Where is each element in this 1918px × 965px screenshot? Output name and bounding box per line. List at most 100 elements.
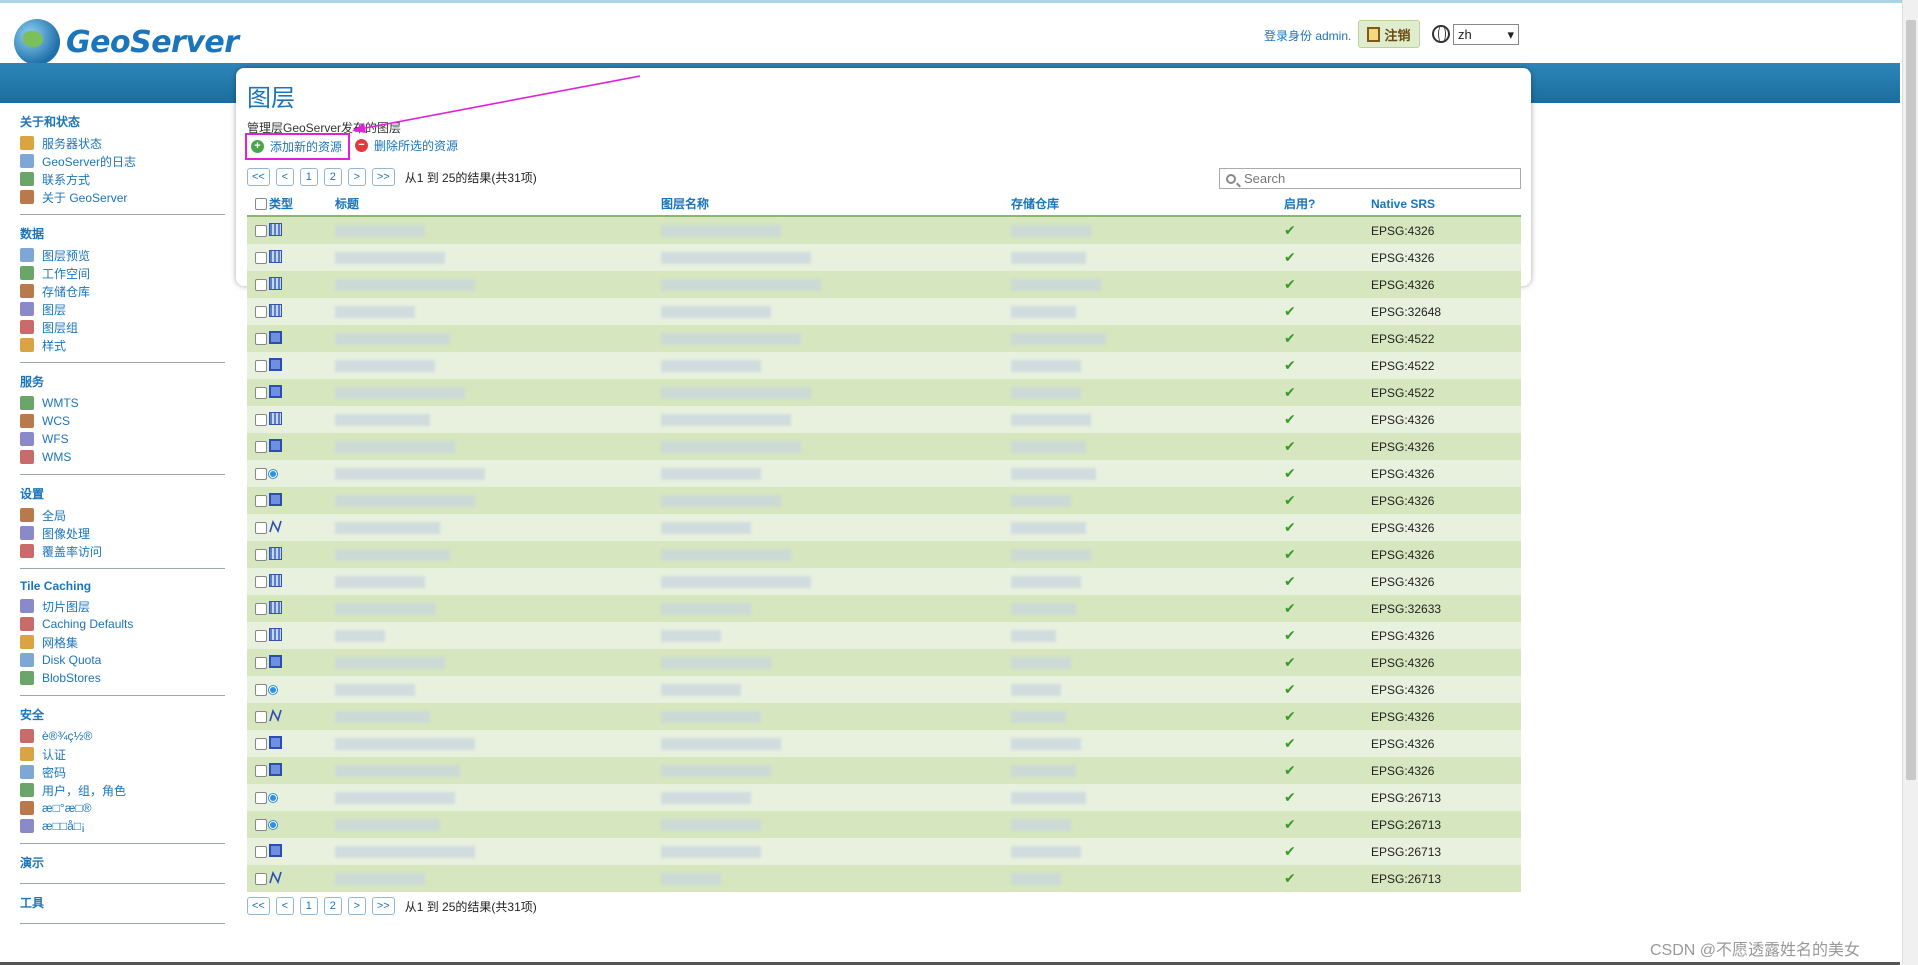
layer-title-redacted[interactable] xyxy=(335,359,435,372)
sidebar-item[interactable]: 联系方式 xyxy=(20,170,225,188)
pager-next-button[interactable]: > xyxy=(347,168,366,186)
layer-title-redacted[interactable] xyxy=(335,710,430,723)
layer-title-redacted[interactable] xyxy=(335,332,450,345)
store-link-redacted[interactable] xyxy=(1011,764,1076,777)
row-checkbox[interactable] xyxy=(255,872,267,885)
layer-title-redacted[interactable] xyxy=(335,602,435,615)
sidebar-item[interactable]: 认证 xyxy=(20,745,225,763)
sidebar-item[interactable]: 服务器状态 xyxy=(20,134,225,152)
scrollbar-thumb[interactable] xyxy=(1906,20,1916,780)
layer-name-link-redacted[interactable] xyxy=(661,764,771,777)
sidebar-item[interactable]: 关于 GeoServer xyxy=(20,188,225,206)
layer-title-redacted[interactable] xyxy=(335,548,450,561)
layer-name-link-redacted[interactable] xyxy=(661,818,761,831)
layer-title-redacted[interactable] xyxy=(335,278,475,291)
layer-name-link-redacted[interactable] xyxy=(661,683,741,696)
sidebar-item[interactable]: 样式 xyxy=(20,336,225,354)
store-link-redacted[interactable] xyxy=(1011,872,1061,885)
add-resource-button[interactable]: + 添加新的资源 xyxy=(245,133,350,160)
sidebar-item[interactable]: 全局 xyxy=(20,506,225,524)
sidebar-item[interactable]: 图层组 xyxy=(20,318,225,336)
store-link-redacted[interactable] xyxy=(1011,278,1101,291)
search-input[interactable]: Search xyxy=(1219,168,1521,189)
layer-name-link-redacted[interactable] xyxy=(661,467,761,480)
row-checkbox[interactable] xyxy=(255,845,267,858)
layer-name-link-redacted[interactable] xyxy=(661,494,781,507)
pager-last-button[interactable]: >> xyxy=(371,897,395,915)
pager-prev-button[interactable]: < xyxy=(275,897,294,915)
language-select[interactable]: zh ▾ xyxy=(1453,24,1519,45)
sidebar-item[interactable]: 图层 xyxy=(20,300,225,318)
select-all-checkbox[interactable] xyxy=(255,197,267,210)
layer-title-redacted[interactable] xyxy=(335,791,455,804)
layer-title-redacted[interactable] xyxy=(335,413,430,426)
logo[interactable]: GeoServer xyxy=(14,19,239,65)
store-link-redacted[interactable] xyxy=(1011,683,1061,696)
pager-page-1[interactable]: 1 xyxy=(299,168,318,186)
row-checkbox[interactable] xyxy=(255,602,267,615)
layer-title-redacted[interactable] xyxy=(335,872,425,885)
column-enabled[interactable]: 启用? xyxy=(1284,197,1316,211)
store-link-redacted[interactable] xyxy=(1011,521,1086,534)
store-link-redacted[interactable] xyxy=(1011,386,1081,399)
row-checkbox[interactable] xyxy=(255,305,267,318)
column-store[interactable]: 存储仓库 xyxy=(1011,197,1060,211)
sidebar-item[interactable]: æ□□å□¡ xyxy=(20,817,225,835)
column-title[interactable]: 标题 xyxy=(335,197,360,211)
sidebar-item[interactable]: WFS xyxy=(20,430,225,448)
pager-page-1[interactable]: 1 xyxy=(299,897,318,915)
store-link-redacted[interactable] xyxy=(1011,575,1081,588)
sidebar-item[interactable]: 覆盖率访问 xyxy=(20,542,225,560)
row-checkbox[interactable] xyxy=(255,818,267,831)
row-checkbox[interactable] xyxy=(255,710,267,723)
store-link-redacted[interactable] xyxy=(1011,602,1076,615)
store-link-redacted[interactable] xyxy=(1011,305,1076,318)
layer-name-link-redacted[interactable] xyxy=(661,629,721,642)
layer-name-link-redacted[interactable] xyxy=(661,737,781,750)
row-checkbox[interactable] xyxy=(255,764,267,777)
layer-name-link-redacted[interactable] xyxy=(661,575,811,588)
layer-name-link-redacted[interactable] xyxy=(661,386,811,399)
layer-title-redacted[interactable] xyxy=(335,575,425,588)
sidebar-item[interactable]: 存储仓库 xyxy=(20,282,225,300)
column-type[interactable]: 类型 xyxy=(269,197,294,211)
layer-name-link-redacted[interactable] xyxy=(661,305,771,318)
pager-page-2[interactable]: 2 xyxy=(323,168,342,186)
row-checkbox[interactable] xyxy=(255,278,267,291)
pager-first-button[interactable]: << xyxy=(247,168,270,186)
store-link-redacted[interactable] xyxy=(1011,548,1091,561)
sidebar-item[interactable]: Disk Quota xyxy=(20,651,225,669)
pager-prev-button[interactable]: < xyxy=(275,168,294,186)
layer-name-link-redacted[interactable] xyxy=(661,224,781,237)
row-checkbox[interactable] xyxy=(255,656,267,669)
layer-name-link-redacted[interactable] xyxy=(661,440,801,453)
pager-page-2[interactable]: 2 xyxy=(323,897,342,915)
layer-title-redacted[interactable] xyxy=(335,440,455,453)
layer-title-redacted[interactable] xyxy=(335,629,385,642)
sidebar-item[interactable]: 工作空间 xyxy=(20,264,225,282)
page-scrollbar[interactable] xyxy=(1902,0,1918,965)
layer-name-link-redacted[interactable] xyxy=(661,548,791,561)
layer-name-link-redacted[interactable] xyxy=(661,278,821,291)
row-checkbox[interactable] xyxy=(255,440,267,453)
store-link-redacted[interactable] xyxy=(1011,440,1086,453)
layer-title-redacted[interactable] xyxy=(335,845,475,858)
layer-name-link-redacted[interactable] xyxy=(661,521,751,534)
layer-title-redacted[interactable] xyxy=(335,467,485,480)
sidebar-item[interactable]: 网格集 xyxy=(20,633,225,651)
sidebar-item[interactable]: WCS xyxy=(20,412,225,430)
store-link-redacted[interactable] xyxy=(1011,332,1106,345)
store-link-redacted[interactable] xyxy=(1011,251,1086,264)
remove-selected-button[interactable]: − 删除所选的资源 xyxy=(355,137,458,154)
layer-name-link-redacted[interactable] xyxy=(661,656,771,669)
sidebar-item[interactable]: 用户，组，角色 xyxy=(20,781,225,799)
pager-next-button[interactable]: > xyxy=(347,897,366,915)
logout-button[interactable]: 注销 xyxy=(1358,20,1420,48)
layer-name-link-redacted[interactable] xyxy=(661,359,761,372)
layer-name-link-redacted[interactable] xyxy=(661,602,751,615)
layer-name-link-redacted[interactable] xyxy=(661,845,761,858)
sidebar-item[interactable]: 密码 xyxy=(20,763,225,781)
layer-title-redacted[interactable] xyxy=(335,521,440,534)
layer-name-link-redacted[interactable] xyxy=(661,332,801,345)
row-checkbox[interactable] xyxy=(255,467,267,480)
